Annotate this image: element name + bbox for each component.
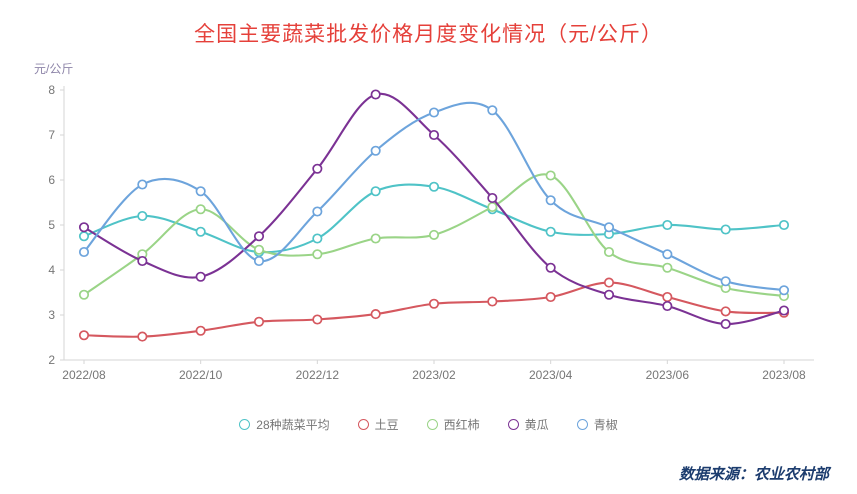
data-point-marker	[720, 318, 731, 330]
legend-item-4[interactable]: 青椒	[576, 416, 618, 433]
data-point-marker	[137, 210, 148, 222]
legend-marker-icon	[357, 419, 369, 430]
data-point-marker	[78, 222, 90, 233]
data-point-marker	[195, 271, 206, 282]
data-point-marker	[603, 222, 615, 233]
data-point-marker	[487, 105, 498, 116]
legend-marker-icon	[426, 419, 438, 430]
y-tick-label: 4	[48, 263, 55, 277]
legend-item-label: 土豆	[374, 418, 399, 432]
y-tick-label: 5	[48, 218, 55, 232]
data-point-marker	[720, 276, 731, 287]
data-point-marker	[662, 249, 673, 260]
y-tick-label: 2	[48, 353, 55, 367]
y-tick-label: 6	[48, 173, 55, 187]
data-point-marker	[662, 300, 673, 312]
data-point-marker	[487, 296, 498, 307]
data-point-marker	[253, 255, 265, 267]
x-tick-label: 2023/02	[412, 368, 456, 382]
data-point-marker	[137, 179, 148, 190]
data-point-marker	[78, 289, 90, 300]
y-tick-label: 7	[48, 128, 55, 142]
data-point-marker	[312, 206, 323, 217]
legend-marker-icon	[507, 419, 519, 430]
data-point-marker	[78, 231, 90, 242]
legend: 28种蔬菜平均 土豆 西红柿 黄瓜 青椒	[0, 416, 857, 433]
data-point-marker	[312, 163, 323, 174]
legend-marker-icon	[239, 419, 251, 430]
data-point-marker	[778, 305, 790, 316]
data-point-marker	[428, 298, 440, 309]
x-tick-label: 2023/06	[646, 368, 690, 382]
data-point-marker	[78, 330, 90, 341]
legend-item-label: 青椒	[593, 418, 618, 432]
legend-item-label: 黄瓜	[524, 418, 549, 432]
x-tick-label: 2022/10	[179, 368, 223, 382]
data-point-marker	[487, 201, 498, 213]
data-point-marker	[370, 145, 381, 156]
data-point-marker	[195, 186, 206, 197]
data-point-marker	[312, 249, 323, 260]
data-point-marker	[370, 233, 381, 244]
data-point-marker	[137, 331, 148, 342]
x-tick-label: 2023/04	[529, 368, 573, 382]
data-point-marker	[195, 325, 206, 336]
chart-title: 全国主要蔬菜批发价格月度变化情况（元/公斤）	[194, 23, 663, 46]
data-point-marker	[78, 246, 90, 258]
legend-item-3[interactable]: 黄瓜	[507, 416, 549, 433]
data-point-marker	[370, 186, 381, 197]
legend-item-label: 西红柿	[443, 418, 480, 432]
data-point-marker	[662, 291, 673, 303]
data-point-marker	[545, 262, 556, 273]
data-point-marker	[253, 244, 265, 255]
data-point-marker	[603, 289, 615, 300]
data-point-marker	[428, 129, 440, 141]
data-point-marker	[137, 255, 148, 267]
data-point-marker	[662, 262, 673, 273]
data-point-marker	[720, 224, 731, 235]
data-point-marker	[603, 277, 615, 288]
legend-item-2[interactable]: 西红柿	[426, 416, 480, 433]
data-point-marker	[778, 219, 790, 231]
legend-item-label: 28种蔬菜平均	[256, 418, 330, 432]
series-line-3	[82, 92, 786, 326]
data-source: 数据来源：农业农村部	[678, 467, 829, 483]
x-tick-label: 2023/08	[762, 368, 806, 382]
data-point-marker	[312, 233, 323, 244]
line-chart: 2 3 4 5 6 7 8 2022/08 2022/10 2022/12 2023/02 2023/…	[48, 83, 814, 382]
data-point-marker	[487, 192, 498, 204]
data-point-marker	[428, 229, 440, 240]
legend-item-0[interactable]: 28种蔬菜平均	[239, 416, 330, 433]
data-point-marker	[545, 226, 556, 237]
x-tick-label: 2022/08	[62, 368, 106, 382]
data-point-marker	[195, 204, 206, 215]
data-point-marker	[428, 107, 440, 118]
data-point-marker	[195, 226, 206, 237]
data-point-marker	[312, 314, 323, 325]
data-point-marker	[370, 89, 381, 100]
data-point-marker	[253, 231, 265, 242]
legend-item-1[interactable]: 土豆	[357, 416, 399, 433]
data-point-marker	[545, 170, 556, 181]
y-axis-unit-label: 元/公斤	[34, 62, 74, 76]
data-point-marker	[778, 285, 790, 296]
data-point-marker	[720, 306, 731, 317]
data-point-marker	[253, 316, 265, 327]
y-tick-label: 8	[48, 83, 55, 97]
data-point-marker	[545, 291, 556, 303]
series-line-0	[82, 183, 786, 254]
data-point-marker	[662, 219, 673, 231]
x-tick-label: 2022/12	[296, 368, 340, 382]
data-point-marker	[428, 181, 440, 192]
data-point-marker	[545, 195, 556, 206]
data-point-marker	[370, 309, 381, 320]
data-point-marker	[603, 246, 615, 258]
legend-marker-icon	[576, 419, 588, 430]
y-tick-label: 3	[48, 308, 55, 322]
